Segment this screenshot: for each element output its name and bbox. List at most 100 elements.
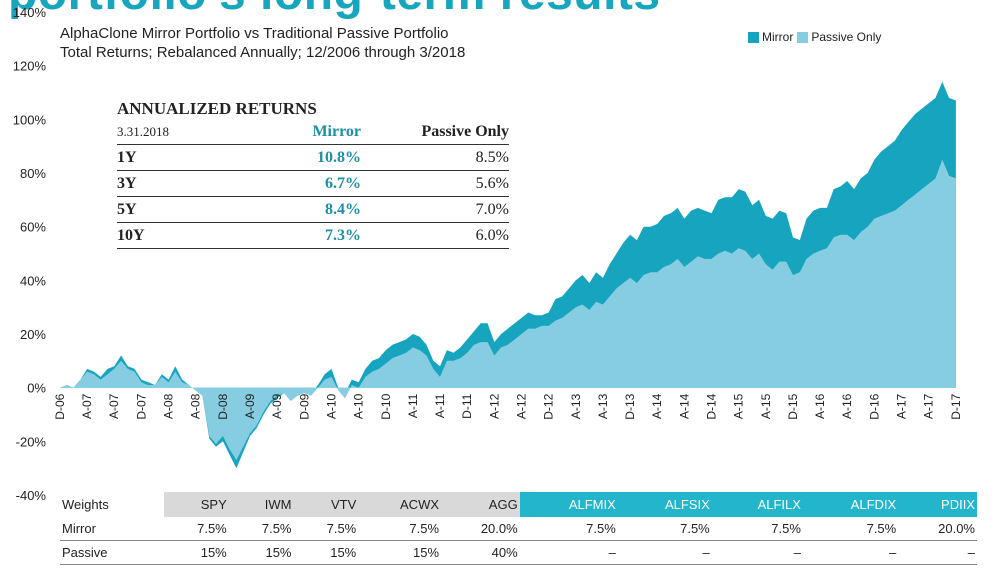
- y-tick-label: 120%: [13, 59, 47, 74]
- y-tick-label: -40%: [16, 488, 47, 503]
- weight-cell: 15%: [293, 540, 359, 565]
- x-tick-label: A-15: [759, 393, 773, 419]
- fund-header: PDIIX: [898, 492, 977, 517]
- x-tick-label: A-16: [813, 393, 827, 419]
- x-tick-label: A-16: [840, 393, 854, 419]
- weights-header-row: Weights SPY IWM VTV ACWX AGG ALFMIX ALFS…: [60, 492, 977, 517]
- y-tick-label: 40%: [20, 273, 46, 288]
- x-axis: D-06 A-07 A-07 D-07 A-08 A-08 D-08 A-09 A-09 D-09…: [53, 393, 963, 419]
- legend-label-passive: Passive Only: [811, 30, 882, 44]
- returns-table-title: ANNUALIZED RETURNS: [117, 99, 317, 118]
- legend-swatch-mirror: [748, 31, 759, 43]
- returns-mirror-value: 8.4%: [325, 201, 361, 218]
- fund-header: ACWX: [358, 492, 442, 517]
- x-tick-label: A-12: [514, 393, 528, 419]
- legend-swatch-passive: [797, 31, 809, 43]
- fund-header: ALFMIX: [519, 492, 618, 517]
- weights-header-label: Weights: [60, 492, 164, 517]
- y-tick-label: 140%: [13, 5, 47, 20]
- table-row: 5Y 8.4% 7.0%: [117, 197, 509, 223]
- annualized-returns-table: ANNUALIZED RETURNS 3.31.2018 Mirror Pass…: [117, 98, 509, 249]
- returns-passive-value: 7.0%: [475, 201, 509, 218]
- weight-cell: 20.0%: [898, 517, 977, 541]
- weights-row-label: Mirror: [60, 517, 164, 541]
- returns-passive-value: 6.0%: [475, 227, 509, 244]
- weight-cell: –: [519, 540, 618, 565]
- x-tick-label: D-09: [297, 393, 311, 419]
- weight-cell: 7.5%: [802, 517, 899, 541]
- weight-cell: 15%: [228, 540, 294, 565]
- x-tick-label: A-17: [922, 393, 936, 419]
- x-tick-label: A-14: [650, 393, 664, 419]
- weight-cell: 7.5%: [711, 517, 803, 541]
- table-row: 10Y 7.3% 6.0%: [117, 223, 509, 249]
- weights-row-passive: Passive 15% 15% 15% 15% 40% – – – – –: [60, 540, 977, 565]
- returns-table-header: 3.31.2018 Mirror Passive Only: [117, 120, 509, 145]
- weight-cell: 15%: [164, 540, 229, 565]
- banner-title: portfolio's long-term results: [8, 0, 661, 21]
- x-tick-label: A-07: [107, 393, 121, 419]
- x-tick-label: A-10: [352, 393, 366, 419]
- weight-cell: 7.5%: [358, 517, 442, 541]
- weight-cell: –: [617, 540, 712, 565]
- weight-cell: 15%: [358, 540, 442, 565]
- weight-cell: –: [898, 540, 977, 565]
- x-tick-label: A-11: [433, 393, 447, 418]
- returns-table-date: 3.31.2018: [117, 124, 169, 139]
- x-tick-label: A-11: [406, 393, 420, 418]
- x-tick-label: A-09: [270, 393, 284, 419]
- returns-period: 1Y: [117, 149, 137, 166]
- x-tick-label: D-12: [542, 393, 556, 419]
- weight-cell: 40%: [441, 540, 520, 565]
- chart-legend: Mirror Passive Only: [748, 30, 885, 44]
- returns-period: 5Y: [117, 201, 137, 218]
- x-tick-label: D-17: [949, 393, 963, 419]
- weights-table: Weights SPY IWM VTV ACWX AGG ALFMIX ALFS…: [60, 492, 977, 565]
- weight-cell: –: [711, 540, 803, 565]
- fund-header: SPY: [164, 492, 229, 517]
- returns-col-mirror: Mirror: [312, 123, 361, 140]
- x-tick-label: A-08: [189, 393, 203, 419]
- chart-subtitle-line1: AlphaClone Mirror Portfolio vs Tradition…: [60, 25, 449, 42]
- table-row: 1Y 10.8% 8.5%: [117, 145, 509, 171]
- x-tick-label: D-14: [704, 393, 718, 419]
- x-tick-label: A-09: [243, 393, 257, 419]
- x-tick-label: D-08: [216, 393, 230, 419]
- weight-cell: 7.5%: [164, 517, 229, 541]
- y-tick-label: 80%: [20, 166, 46, 181]
- chart-subtitle-line2: Total Returns; Rebalanced Annually; 12/2…: [60, 44, 466, 61]
- y-tick-label: 20%: [20, 327, 46, 342]
- x-tick-label: A-10: [324, 393, 338, 419]
- fund-header: IWM: [228, 492, 294, 517]
- fund-header: ALFDIX: [802, 492, 899, 517]
- weight-cell: 7.5%: [228, 517, 294, 541]
- fund-header: VTV: [293, 492, 359, 517]
- weights-row-label: Passive: [60, 540, 164, 565]
- y-tick-label: -20%: [16, 434, 47, 449]
- x-tick-label: A-08: [162, 393, 176, 419]
- returns-col-passive: Passive Only: [421, 123, 509, 140]
- fund-header: ALFSIX: [617, 492, 712, 517]
- y-tick-label: 100%: [13, 112, 47, 127]
- legend-item-mirror: Mirror: [748, 30, 793, 44]
- x-tick-label: A-14: [677, 393, 691, 419]
- returns-passive-value: 5.6%: [475, 175, 509, 192]
- x-tick-label: A-12: [487, 393, 501, 419]
- x-tick-label: A-15: [732, 393, 746, 419]
- weight-cell: 7.5%: [293, 517, 359, 541]
- x-tick-label: A-07: [80, 393, 94, 419]
- weights-row-mirror: Mirror 7.5% 7.5% 7.5% 7.5% 20.0% 7.5% 7.…: [60, 517, 977, 541]
- weight-cell: 7.5%: [617, 517, 712, 541]
- fund-header: ALFILX: [711, 492, 803, 517]
- x-tick-label: A-13: [569, 393, 583, 419]
- passive-area: [60, 159, 956, 461]
- x-tick-label: D-13: [623, 393, 637, 419]
- weight-cell: 20.0%: [441, 517, 520, 541]
- fund-header: AGG: [441, 492, 520, 517]
- x-tick-label: A-17: [895, 393, 909, 419]
- y-tick-label: 0%: [27, 381, 46, 396]
- returns-mirror-value: 6.7%: [325, 175, 361, 192]
- table-row: 3Y 6.7% 5.6%: [117, 171, 509, 197]
- plot-area: [60, 81, 956, 469]
